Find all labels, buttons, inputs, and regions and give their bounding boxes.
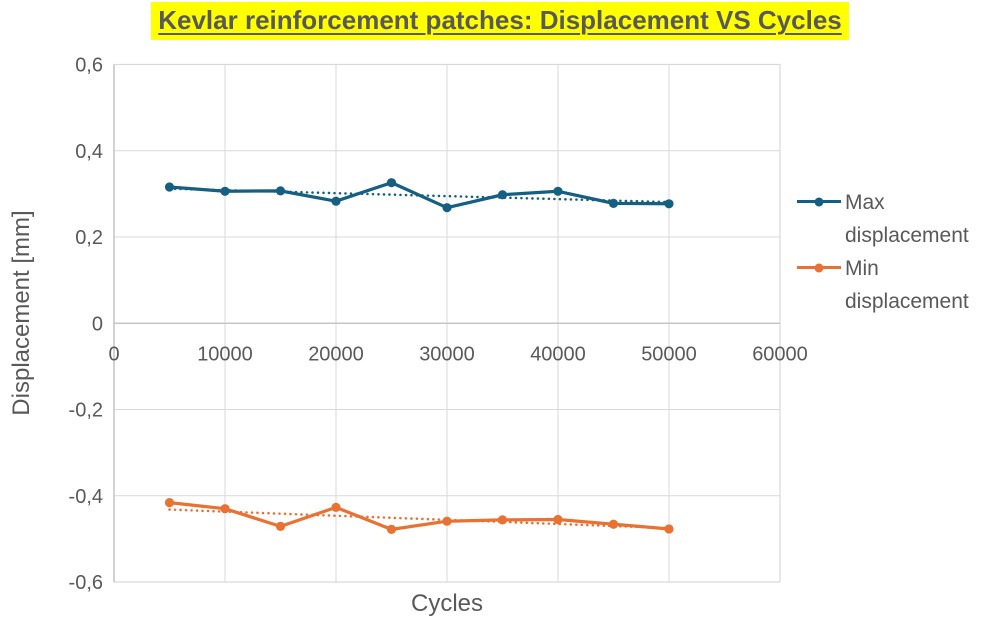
data-point xyxy=(553,514,563,525)
data-point xyxy=(386,524,397,534)
data-point xyxy=(220,186,230,196)
x-tick-label: 0 xyxy=(108,343,119,365)
data-point xyxy=(608,198,619,208)
trendline-min-displacement xyxy=(168,508,671,530)
data-point xyxy=(386,178,397,188)
x-tick-label: 10000 xyxy=(197,343,253,365)
data-point xyxy=(331,502,341,512)
series-line-min-displacement xyxy=(167,501,671,532)
data-point xyxy=(164,498,175,508)
legend-dot-icon xyxy=(814,197,824,206)
y-tick-label: -0,4 xyxy=(69,486,103,508)
y-tick-label: 0,2 xyxy=(75,227,103,249)
x-tick-label: 50000 xyxy=(641,343,697,365)
legend-entry-min: Min displacement xyxy=(797,252,997,318)
data-point xyxy=(220,504,230,514)
x-tick-label: 30000 xyxy=(419,343,475,365)
legend-entry-max: Max displacement xyxy=(797,186,997,252)
y-axis-title: Displacement [mm] xyxy=(8,210,35,416)
data-point xyxy=(164,182,175,192)
legend-marker-max-icon xyxy=(797,197,841,206)
y-tick-label: 0,6 xyxy=(75,55,103,77)
data-point xyxy=(275,186,286,196)
data-point xyxy=(442,516,452,526)
x-tick-label: 20000 xyxy=(308,343,364,365)
data-point xyxy=(442,203,452,213)
series-line-max-displacement xyxy=(167,181,671,210)
y-tick-label: -0,2 xyxy=(69,400,103,422)
legend-label-min: Min displacement xyxy=(845,257,969,313)
y-tick-label: -0,6 xyxy=(69,572,103,594)
legend-marker-min-icon xyxy=(797,263,841,272)
legend-label-max: Max displacement xyxy=(845,191,969,247)
y-tick-label: 0,4 xyxy=(75,141,103,163)
x-tick-label: 40000 xyxy=(530,343,586,365)
chart-title: Kevlar reinforcement patches: Displaceme… xyxy=(151,2,849,40)
x-tick-label: 60000 xyxy=(752,343,808,365)
data-point xyxy=(664,199,674,209)
data-point xyxy=(331,196,341,206)
chart-title-wrap: Kevlar reinforcement patches: Displaceme… xyxy=(0,2,1000,40)
data-point xyxy=(497,190,508,200)
data-point xyxy=(553,186,563,196)
legend-dot-icon xyxy=(814,263,824,272)
data-point xyxy=(497,515,508,525)
data-point xyxy=(664,524,674,534)
x-axis-title: Cycles xyxy=(410,590,484,617)
legend: Max displacement Min displacement xyxy=(797,186,997,318)
data-point xyxy=(275,521,286,531)
y-tick-label: 0 xyxy=(92,313,103,335)
data-point xyxy=(608,519,619,529)
